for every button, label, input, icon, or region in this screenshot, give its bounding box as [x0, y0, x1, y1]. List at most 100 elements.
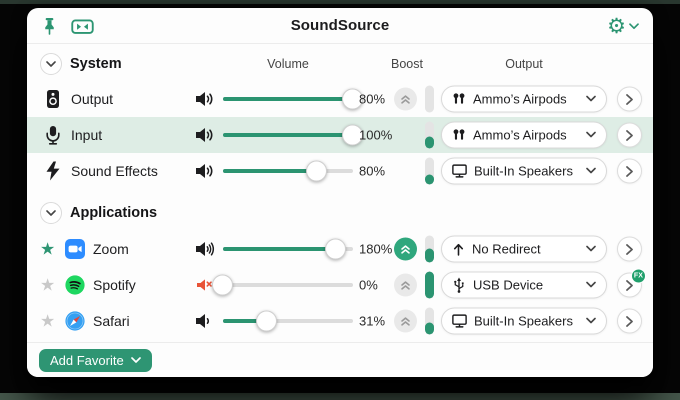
add-favorite-label: Add Favorite [50, 352, 124, 368]
favorite-star-icon[interactable]: ★ [40, 239, 56, 259]
volume-slider[interactable] [223, 124, 363, 146]
slider-knob[interactable] [305, 160, 327, 182]
level-meter [425, 307, 434, 335]
level-meter [425, 157, 434, 185]
slider-knob[interactable] [212, 274, 233, 296]
row-safari: ★ Safari 31% [27, 303, 653, 339]
spotify-app-icon [65, 275, 85, 295]
gear-chevron-down-icon[interactable] [629, 22, 639, 30]
row-spotify: ★ Spotify 0% [27, 267, 653, 303]
collapse-system-icon[interactable] [40, 53, 62, 75]
output-device-label: USB Device [473, 277, 544, 293]
volume-icon[interactable] [195, 90, 219, 108]
slider-knob[interactable] [325, 238, 347, 260]
volume-slider[interactable] [223, 88, 363, 110]
slider-knob[interactable] [342, 124, 363, 146]
slider-knob[interactable] [256, 310, 278, 332]
slider-fill [223, 124, 363, 146]
safari-app-icon [65, 311, 85, 331]
chevron-down-icon [586, 281, 596, 288]
column-header-boost: Boost [391, 57, 423, 71]
row-input: Input 100% [27, 117, 653, 153]
volume-slider[interactable] [223, 238, 353, 260]
row-label: Spotify [93, 277, 136, 293]
slider-fill [223, 88, 363, 110]
section-label-system: System [70, 56, 122, 72]
airpods-icon [451, 91, 467, 107]
output-device-select[interactable]: USB Device [441, 271, 607, 299]
row-label: Sound Effects [71, 163, 158, 179]
slider-knob[interactable] [342, 88, 363, 110]
footer: Add Favorite [27, 342, 653, 377]
microphone-icon [43, 125, 63, 145]
volume-loud-icon[interactable] [195, 240, 219, 258]
volume-percent: 180% [359, 241, 393, 257]
row-label: Zoom [93, 241, 129, 257]
section-label-applications: Applications [70, 205, 158, 221]
row-detail-button[interactable] [617, 308, 642, 334]
speaker-device-icon [43, 89, 63, 109]
volume-slider[interactable] [212, 274, 353, 296]
boost-button[interactable] [394, 309, 417, 333]
boost-button[interactable] [394, 87, 417, 111]
volume-slider[interactable] [223, 310, 353, 332]
chevron-down-icon [586, 167, 596, 174]
row-label: Safari [93, 313, 130, 329]
input-device-label: Ammo’s Airpods [473, 127, 567, 143]
volume-percent: 80% [359, 91, 386, 107]
volume-percent: 100% [359, 127, 393, 143]
gear-icon[interactable]: ⚙ [607, 14, 626, 38]
slider-fill [223, 310, 278, 332]
volume-icon[interactable] [195, 162, 219, 180]
section-header-system: System Volume Boost Output [27, 47, 653, 81]
desktop-background-top [0, 0, 680, 4]
favorite-star-icon[interactable]: ★ [40, 311, 56, 331]
row-detail-button[interactable] [617, 86, 642, 112]
output-device-select[interactable]: Built-In Speakers [441, 307, 607, 335]
input-device-select[interactable]: Ammo’s Airpods [441, 121, 607, 149]
chevron-down-icon [586, 131, 596, 138]
zoom-app-icon [65, 239, 85, 259]
level-meter-fill [425, 271, 434, 299]
volume-percent: 80% [359, 163, 386, 179]
arrow-up-icon [451, 241, 466, 257]
row-detail-button[interactable]: FX [617, 268, 646, 298]
volume-percent: 0% [359, 277, 378, 293]
output-device-select[interactable]: Ammo’s Airpods [441, 85, 607, 113]
level-meter-fill [425, 322, 434, 335]
collapse-applications-icon[interactable] [40, 202, 62, 224]
row-detail-button[interactable] [617, 158, 642, 184]
volume-percent: 31% [359, 313, 386, 329]
level-meter-fill [425, 174, 434, 185]
level-meter-fill [425, 136, 434, 149]
content: System Volume Boost Output Output [27, 44, 653, 342]
chevron-down-icon [586, 317, 596, 324]
level-meter [425, 121, 434, 149]
output-device-label: Ammo’s Airpods [473, 91, 567, 107]
volume-muted-icon[interactable] [195, 276, 219, 294]
airpods-icon [451, 127, 467, 143]
slider-fill [223, 160, 327, 182]
titlebar: SoundSource ⚙ [27, 8, 653, 44]
mini-mode-icon[interactable] [71, 16, 94, 37]
volume-slider[interactable] [223, 160, 353, 182]
soundsource-window: SoundSource ⚙ System Volume Boost Output [27, 8, 653, 377]
pin-icon[interactable] [41, 17, 58, 36]
redirect-select[interactable]: No Redirect [441, 235, 607, 263]
column-header-volume: Volume [267, 57, 309, 71]
boost-button[interactable] [394, 237, 417, 261]
output-device-label: Built-In Speakers [474, 163, 573, 179]
output-device-select[interactable]: Built-In Speakers [441, 157, 607, 185]
favorite-star-icon[interactable]: ★ [40, 275, 56, 295]
volume-low-icon[interactable] [195, 312, 219, 330]
lightning-icon [43, 161, 63, 181]
volume-icon[interactable] [195, 126, 219, 144]
chevron-down-icon [586, 245, 596, 252]
display-icon [451, 163, 468, 180]
row-detail-button[interactable] [617, 236, 642, 262]
add-favorite-button[interactable]: Add Favorite [39, 348, 152, 372]
level-meter [425, 85, 434, 113]
row-detail-button[interactable] [617, 122, 642, 148]
boost-button[interactable] [394, 273, 417, 297]
usb-icon [451, 277, 467, 294]
